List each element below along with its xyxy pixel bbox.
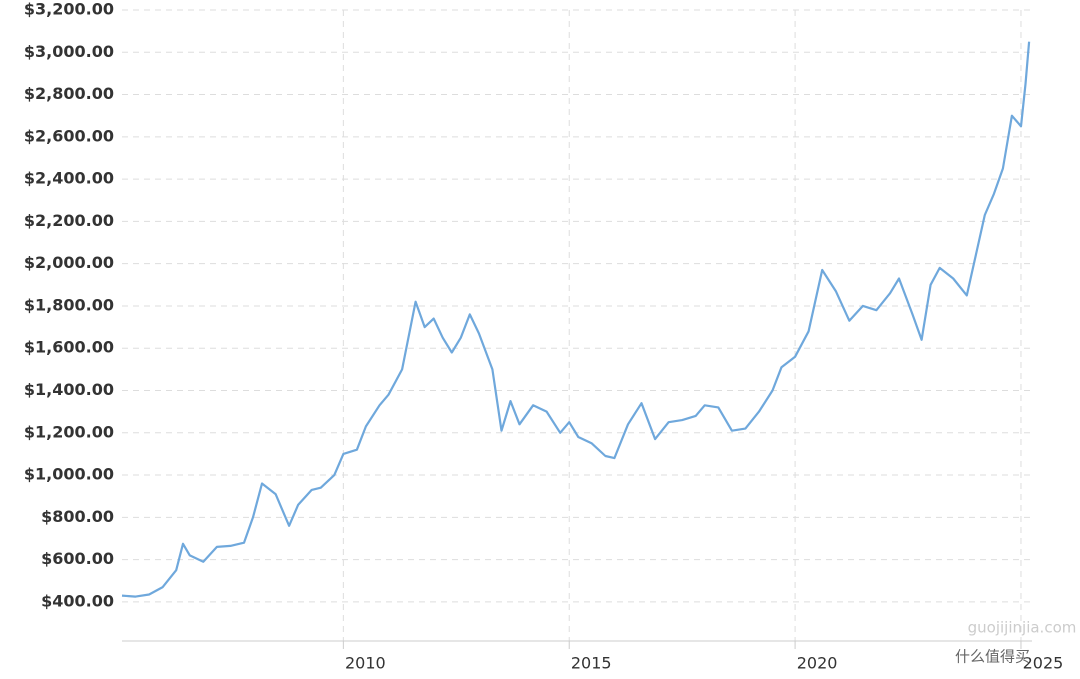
y-tick-label: $600.00 <box>41 549 114 568</box>
price-line <box>121 41 1031 598</box>
y-tick-label: $800.00 <box>41 507 114 526</box>
y-tick-label: $2,000.00 <box>24 253 114 272</box>
y-tick-label: $3,000.00 <box>24 42 114 61</box>
y-tick-label: $2,200.00 <box>24 211 114 230</box>
y-tick-label: $400.00 <box>41 591 114 610</box>
y-tick-label: $3,200.00 <box>24 0 114 19</box>
y-tick-label: $2,400.00 <box>24 169 114 188</box>
y-tick-label: $1,000.00 <box>24 465 114 484</box>
x-tick-label: 2025 <box>1023 654 1064 673</box>
y-tick-label: $1,800.00 <box>24 295 114 314</box>
y-tick-label: $1,200.00 <box>24 422 114 441</box>
y-tick-label: $2,600.00 <box>24 126 114 145</box>
watermark: 什么值得买 <box>955 648 1030 666</box>
watermark: guojijinjia.com <box>968 619 1077 637</box>
x-tick-label: 2010 <box>345 654 386 673</box>
y-tick-label: $2,800.00 <box>24 84 114 103</box>
x-tick-label: 2015 <box>571 654 612 673</box>
y-tick-label: $1,600.00 <box>24 338 114 357</box>
y-tick-label: $1,400.00 <box>24 380 114 399</box>
x-tick-label: 2020 <box>797 654 838 673</box>
